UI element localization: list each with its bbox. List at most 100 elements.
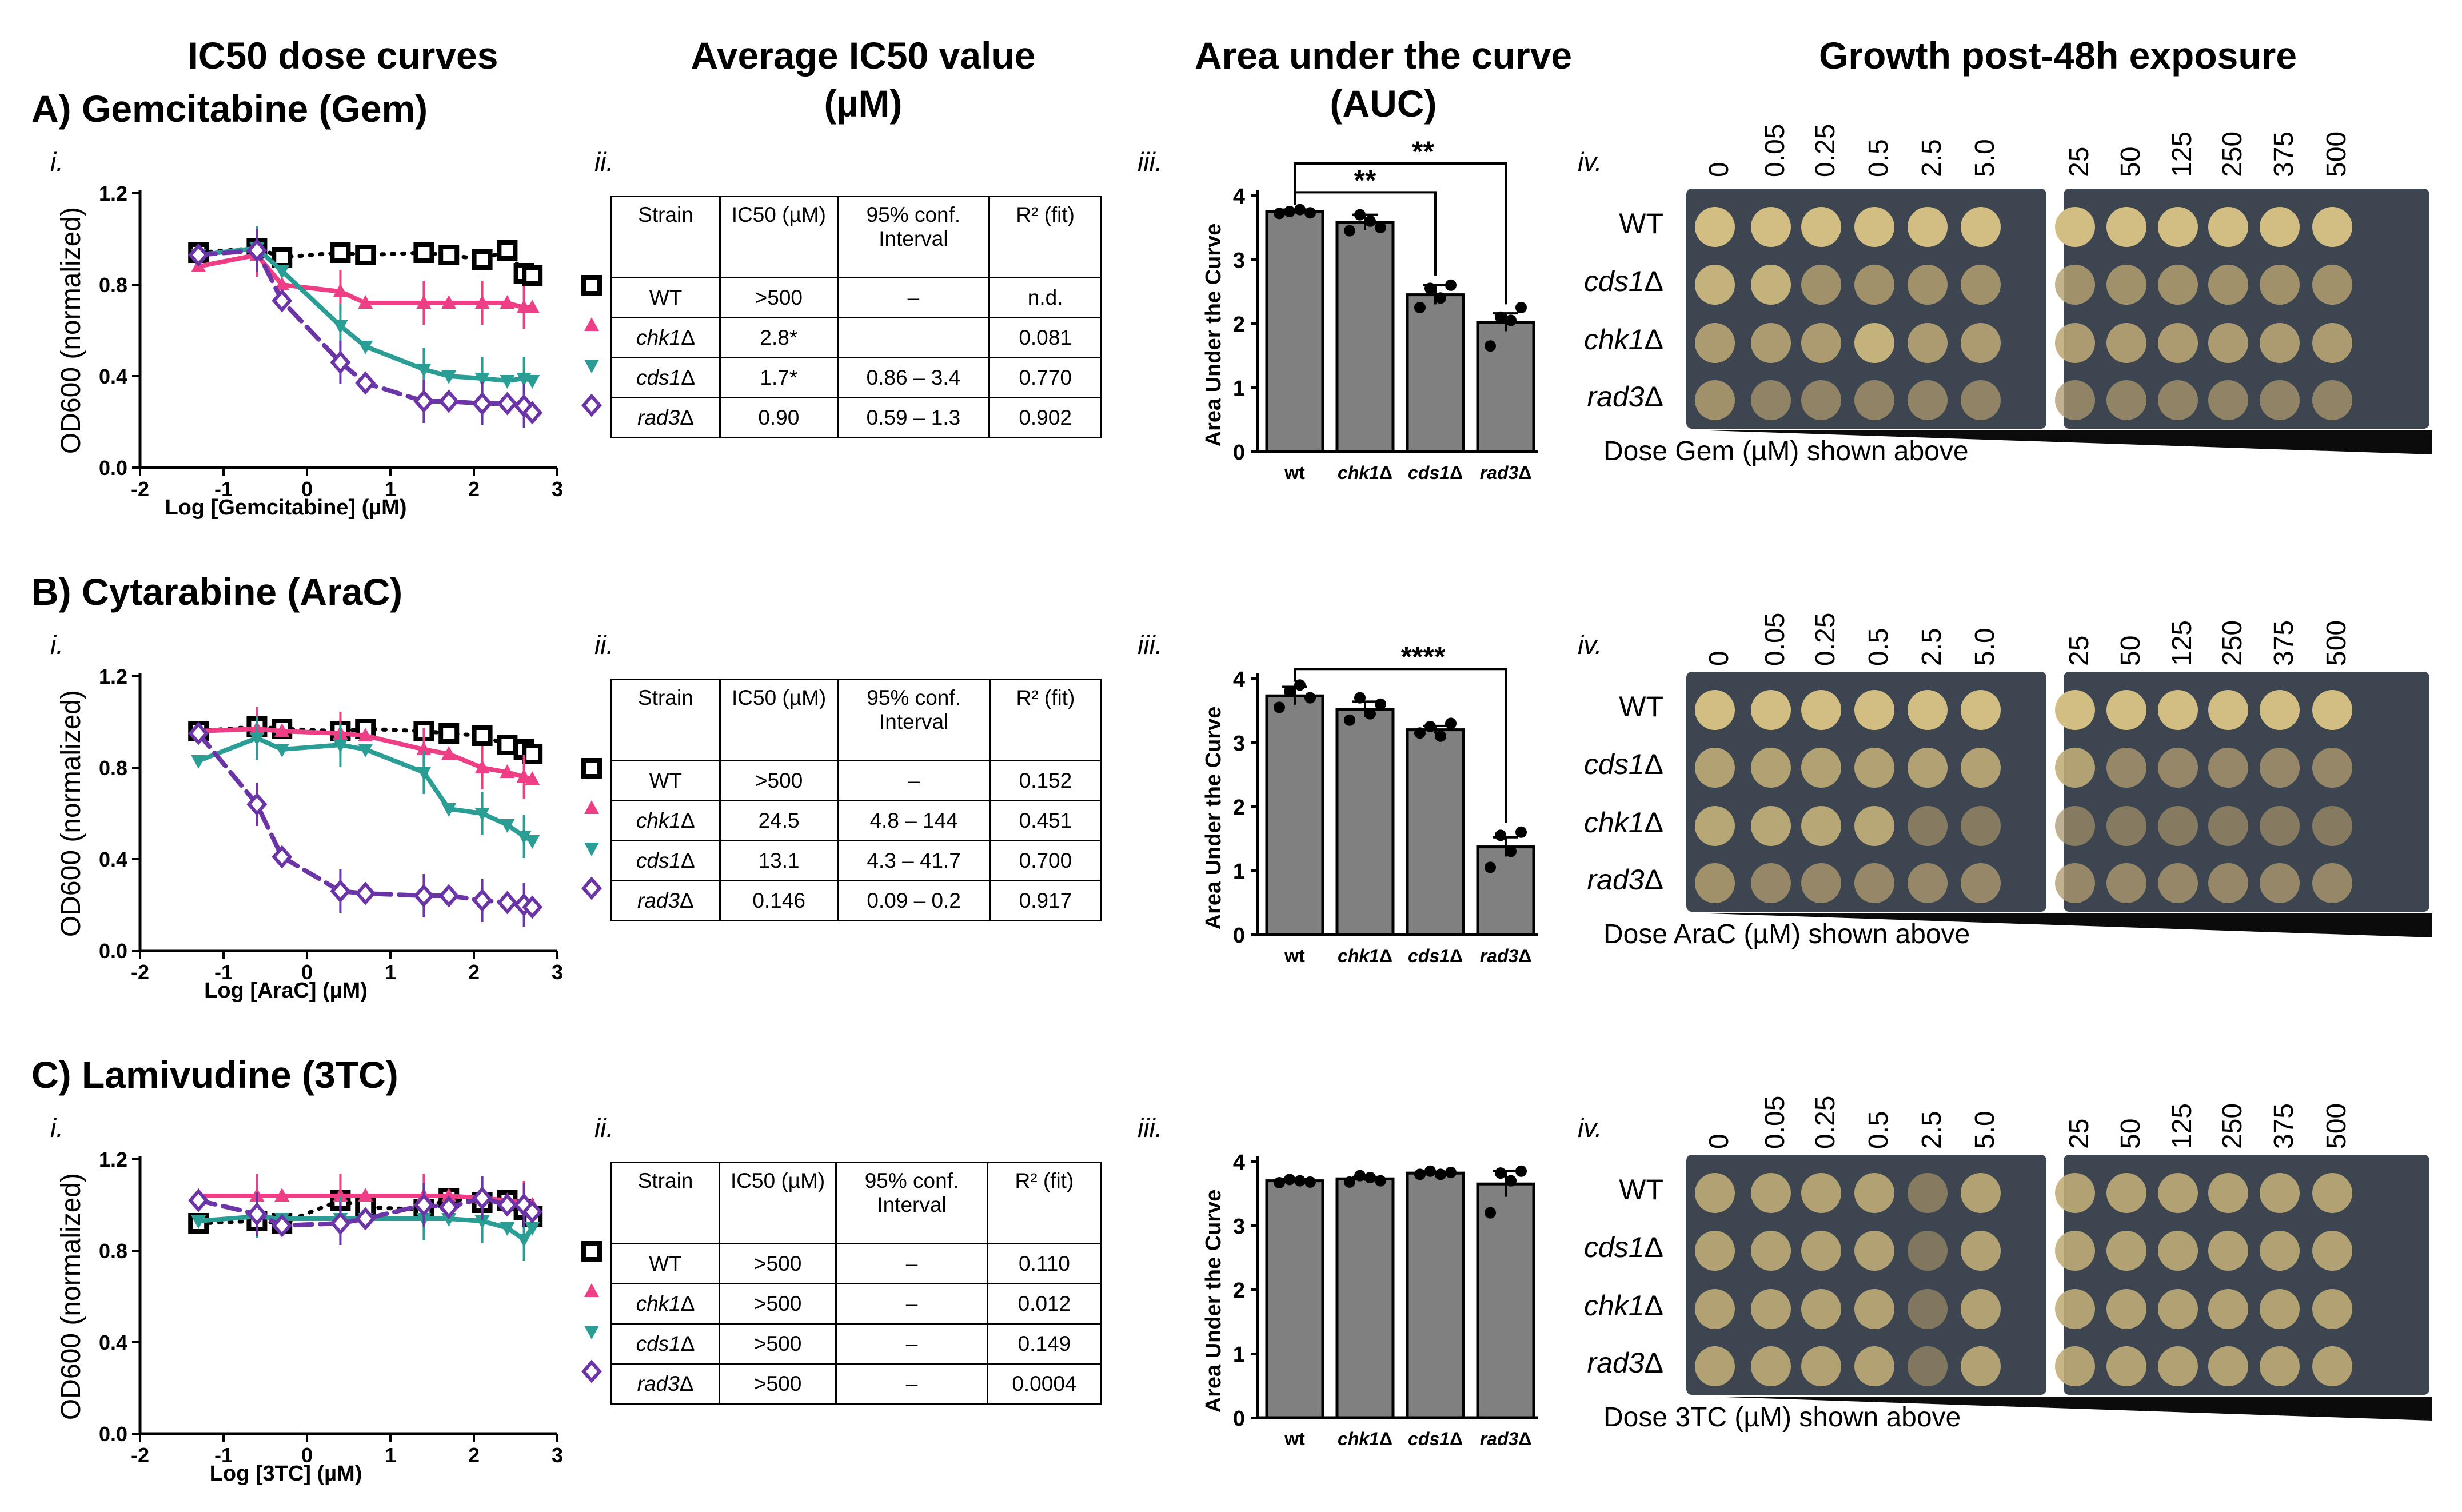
table-cell: –	[835, 1243, 988, 1284]
data-point-WT	[497, 735, 518, 755]
table-header-row: Strain IC50 (µM) 95% conf. Interval R² (fit…	[610, 1162, 1103, 1244]
y-tick-label: 0.0	[99, 456, 127, 480]
replicate-point	[1294, 1175, 1306, 1187]
data-point-rad3Δ	[438, 884, 460, 908]
table-cell: WT	[610, 277, 721, 318]
y-tick-label: 3	[1233, 1215, 1245, 1239]
y-tick-label: 0.0	[99, 1422, 127, 1446]
colony-spot	[2106, 863, 2146, 903]
dose-gradient-wedge	[1709, 430, 2432, 454]
legend-marker-0	[581, 275, 602, 296]
y-tick-label: 1.2	[99, 1148, 127, 1171]
colony-spot	[2208, 1346, 2248, 1386]
replicate-point	[1485, 1207, 1496, 1219]
panel-label-iv: iv.	[1578, 1113, 1602, 1143]
colony-spot	[2158, 265, 2198, 305]
y-tick-label: 0	[1233, 1407, 1245, 1431]
colony-spot	[1751, 690, 1791, 730]
colony-spot	[2260, 265, 2300, 305]
y-axis-label: OD600 (normalized)	[56, 690, 86, 937]
table-header-cell: IC50 (µM)	[719, 1162, 837, 1244]
colony-spot	[1801, 207, 1841, 247]
colony-spot	[2158, 1173, 2198, 1213]
colony-spot	[2106, 1346, 2146, 1386]
table-cell: n.d.	[988, 277, 1102, 318]
strain-label: cds1Δ	[1583, 748, 1663, 780]
dose-label: 125	[2167, 620, 2197, 666]
y-tick-label: 0.8	[99, 756, 127, 780]
strain-label: WT	[1619, 208, 1663, 240]
colony-spot	[1751, 207, 1791, 247]
bar-wt	[1265, 1179, 1324, 1419]
colony-spot	[1854, 748, 1894, 788]
table-cell: 0.90	[719, 397, 839, 438]
colony-spot	[1908, 1231, 1948, 1271]
data-point-rad3Δ	[438, 1195, 460, 1219]
data-point-chk1Δ	[474, 295, 490, 309]
colony-spot	[2106, 323, 2146, 363]
table-cell: chk1Δ	[610, 317, 721, 358]
x-tick-label: -2	[131, 477, 149, 501]
colony-spot	[1908, 1346, 1948, 1386]
colony-spot	[1961, 806, 2001, 846]
data-point-rad3Δ	[355, 881, 376, 905]
colony-spot	[2106, 690, 2146, 730]
bar-chk1Δ	[1335, 1177, 1395, 1419]
y-tick-label: 0	[1233, 924, 1245, 948]
colony-spot	[2260, 1346, 2300, 1386]
replicate-point	[1414, 727, 1426, 739]
table-cell: –	[836, 277, 991, 318]
table-header-row: Strain IC50 (µM) 95% conf. Interval R² (fit…	[610, 679, 1103, 761]
replicate-point	[1294, 204, 1306, 216]
data-point-cds1Δ	[441, 1213, 457, 1227]
table-row: cds1Δ >500–0.149	[610, 1323, 1103, 1365]
y-axis-label: Area Under the Curve	[1202, 224, 1226, 447]
ic50-table: Strain IC50 (µM) 95% conf. Interval R² (fit…	[610, 196, 1102, 438]
data-point-rad3Δ	[330, 879, 351, 903]
replicate-point	[1354, 692, 1366, 704]
data-point-chk1Δ	[333, 1188, 348, 1202]
x-tick-label: cds1Δ	[1408, 462, 1463, 483]
colony-spot	[2312, 380, 2352, 420]
panel-label-ii: ii.	[594, 630, 614, 660]
dose-label: 25	[2064, 146, 2094, 177]
table-cell: 0.700	[988, 840, 1103, 881]
data-point-rad3Δ	[272, 1214, 293, 1238]
legend-marker-3	[581, 1359, 602, 1383]
bar-cds1Δ	[1406, 728, 1465, 936]
colony-spot	[2106, 207, 2146, 247]
x-tick-label: cds1Δ	[1408, 1429, 1463, 1449]
x-tick-label: rad3Δ	[1480, 462, 1532, 483]
dose-label: 0.05	[1760, 612, 1790, 666]
x-axis-label: Log [AraC] (µM)	[204, 979, 368, 1003]
y-tick-label: 1	[1233, 377, 1245, 401]
dose-label: 0.5	[1864, 139, 1894, 177]
colony-spot	[2208, 690, 2248, 730]
colony-spot	[1854, 863, 1894, 903]
legend-marker-0	[581, 1241, 602, 1262]
colony-spot	[1961, 207, 2001, 247]
colony-spot	[2208, 863, 2248, 903]
colony-spot	[2055, 207, 2095, 247]
table-row: WT >500–0.152	[610, 760, 1103, 801]
colony-spot	[2055, 863, 2095, 903]
colony-spot	[1751, 863, 1791, 903]
dose-label: 375	[2269, 131, 2299, 177]
replicate-point	[1344, 714, 1355, 726]
auc-bar-chart-arac: 0 1 2 3 4 Area Under the Curve wt chk1Δ cds1Δ rad…	[1202, 641, 1538, 966]
colony-spot	[1801, 690, 1841, 730]
legend-marker-2	[584, 1326, 599, 1339]
dose-label: 250	[2217, 131, 2248, 177]
dose-label: 25	[2064, 1118, 2094, 1149]
replicate-point	[1505, 1175, 1517, 1187]
table-row: chk1Δ 2.8* 0.081	[610, 317, 1102, 358]
table-cell: WT	[610, 760, 721, 801]
replicate-point	[1284, 206, 1295, 217]
data-point-chk1Δ	[441, 1188, 457, 1202]
colony-spot	[1908, 806, 1948, 846]
data-point-chk1Δ	[474, 760, 490, 773]
colony-spot	[1751, 380, 1791, 420]
table-row: chk1Δ 24.5 4.8 – 144 0.451	[610, 800, 1103, 841]
colony-spot	[2260, 380, 2300, 420]
colony-spot	[2106, 1173, 2146, 1213]
